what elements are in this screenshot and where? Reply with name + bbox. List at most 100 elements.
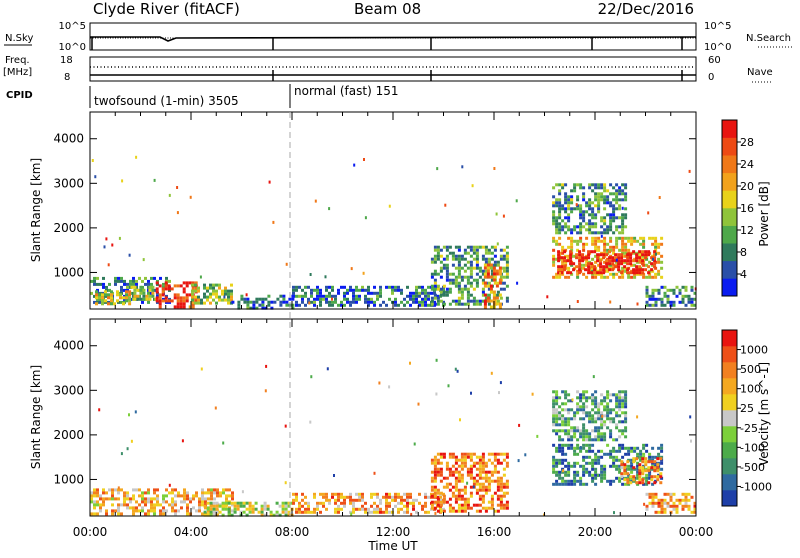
heatmap-cell xyxy=(460,293,464,297)
heatmap-cell xyxy=(576,269,580,273)
heatmap-cell xyxy=(594,396,598,400)
heatmap-cell xyxy=(618,429,622,433)
heatmap-cell xyxy=(176,302,180,306)
heatmap-cell xyxy=(612,219,616,223)
heatmap-cell xyxy=(466,299,470,303)
heatmap-cell xyxy=(582,435,586,439)
heatmap-cell xyxy=(636,239,640,243)
heatmap-cell xyxy=(659,481,663,485)
heatmap-cell xyxy=(594,470,598,474)
heatmap-cell xyxy=(594,429,598,433)
heatmap-cell xyxy=(135,155,138,159)
heatmap-cell xyxy=(493,275,497,279)
heatmap-cell xyxy=(558,236,562,240)
heatmap-cell xyxy=(564,432,568,436)
heatmap-cell xyxy=(298,501,301,505)
heatmap-cell xyxy=(337,510,340,514)
heatmap-cell xyxy=(499,488,503,492)
heatmap-cell xyxy=(361,507,364,511)
heatmap-cell xyxy=(615,464,619,468)
heatmap-cell xyxy=(155,299,159,303)
heatmap-cell xyxy=(499,500,503,504)
heatmap-cell xyxy=(642,236,646,240)
heatmap-cell xyxy=(624,435,628,439)
heatmap-cell xyxy=(588,183,592,187)
heatmap-cell xyxy=(475,473,479,477)
heatmap-cell xyxy=(594,438,598,442)
heatmap-cell xyxy=(319,501,322,505)
heatmap-cell xyxy=(612,420,616,424)
freq-tick-top: 18 xyxy=(60,55,73,66)
heatmap-cell xyxy=(620,271,624,275)
heatmap-cell xyxy=(588,213,592,217)
heatmap-cell xyxy=(564,443,568,447)
heatmap-cell xyxy=(615,258,618,262)
heatmap-cell xyxy=(469,260,473,264)
heatmap-cell xyxy=(496,242,499,246)
heatmap-cell xyxy=(599,253,603,257)
heatmap-cell xyxy=(298,303,301,307)
heatmap-cell xyxy=(209,501,213,505)
heatmap-cell xyxy=(307,507,310,511)
heatmap-cell xyxy=(585,263,589,267)
heatmap-cell xyxy=(594,426,598,430)
heatmap-cell xyxy=(319,300,322,304)
beam-title: Beam 08 xyxy=(354,0,421,18)
heatmap-cell xyxy=(591,393,595,397)
heatmap-cell xyxy=(621,231,625,235)
heatmap-cell xyxy=(627,275,631,279)
heatmap-cell xyxy=(588,186,592,190)
heatmap-cell xyxy=(609,183,613,187)
heatmap-cell xyxy=(591,216,595,220)
heatmap-cell xyxy=(633,446,637,450)
velocity-heatmap xyxy=(90,358,697,517)
heatmap-cell xyxy=(615,455,619,459)
heatmap-cell xyxy=(555,228,559,232)
heatmap-cell xyxy=(475,284,479,288)
heatmap-cell xyxy=(328,294,331,298)
heatmap-cell xyxy=(448,272,452,276)
y-tick-label: 2000 xyxy=(53,428,84,442)
heatmap-cell xyxy=(618,236,622,240)
heatmap-cell xyxy=(481,458,485,462)
heatmap-cell xyxy=(555,225,559,229)
heatmap-cell xyxy=(445,461,449,465)
heatmap-cell xyxy=(442,302,446,306)
heatmap-cell xyxy=(660,501,664,505)
heatmap-cell xyxy=(225,488,228,492)
heatmap-cell xyxy=(635,256,639,260)
heatmap-cell xyxy=(588,396,592,400)
heatmap-cell xyxy=(469,491,473,495)
heatmap-cell xyxy=(597,426,601,430)
heatmap-cell xyxy=(621,216,625,220)
heatmap-cell xyxy=(466,302,470,306)
heatmap-cell xyxy=(632,259,636,263)
heatmap-cell xyxy=(651,495,655,499)
colorbar-tick-label: 12 xyxy=(740,224,754,237)
heatmap-cell xyxy=(99,297,102,301)
heatmap-cell xyxy=(582,417,586,421)
heatmap-cell xyxy=(624,429,628,433)
heatmap-cell xyxy=(304,501,307,505)
heatmap-cell xyxy=(120,452,123,456)
heatmap-cell xyxy=(107,293,110,297)
heatmap-cell xyxy=(316,501,319,505)
heatmap-cell xyxy=(647,271,651,275)
heatmap-cell xyxy=(650,466,654,470)
heatmap-cell xyxy=(139,288,143,292)
heatmap-cell xyxy=(433,248,437,252)
heatmap-cell xyxy=(606,393,610,397)
heatmap-cell xyxy=(201,497,204,501)
heatmap-cell xyxy=(142,294,146,298)
heatmap-cell xyxy=(567,216,571,220)
heatmap-cell xyxy=(295,300,298,304)
heatmap-cell xyxy=(471,184,474,188)
heatmap-cell xyxy=(448,497,452,501)
heatmap-cell xyxy=(141,300,144,304)
heatmap-cell xyxy=(650,460,654,464)
heatmap-cell xyxy=(412,504,415,508)
heatmap-cell xyxy=(563,256,567,260)
heatmap-cell xyxy=(484,245,488,249)
heatmap-cell xyxy=(460,497,464,501)
heatmap-cell xyxy=(334,300,337,304)
